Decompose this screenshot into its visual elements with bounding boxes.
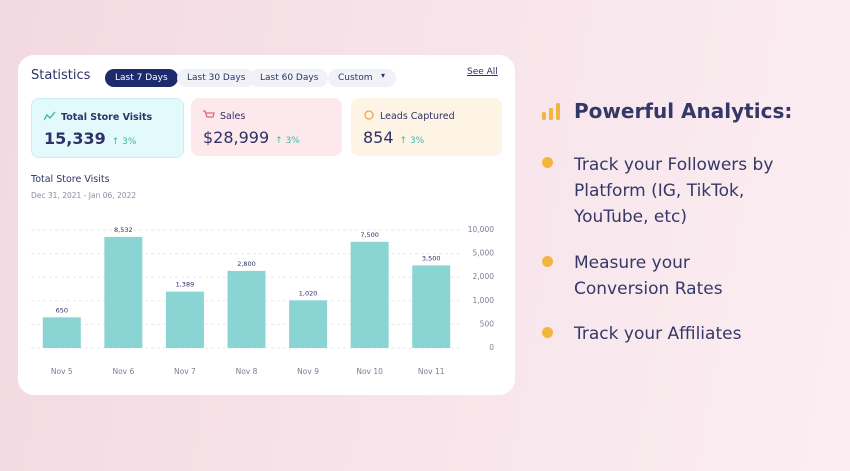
- data-label: 3,500: [422, 254, 441, 262]
- stat-change: ↑ 3%: [111, 137, 137, 147]
- tab[interactable]: Custom: [328, 69, 397, 87]
- stat-card: Total Store Visits 15,339 ↑ 3%: [31, 98, 184, 158]
- bullet: Measure your Conversion Rates: [574, 253, 723, 299]
- stat-value: 854 ↑ 3%: [363, 128, 424, 147]
- x-tick-label: Nov 7: [174, 367, 196, 376]
- features-title: Powerful Analytics:: [574, 99, 793, 123]
- y-tick-label: 10,000: [468, 225, 494, 234]
- bar: [104, 236, 143, 348]
- stat-change: ↑ 3%: [275, 136, 300, 146]
- tab[interactable]: Last 7 Days: [105, 69, 178, 87]
- bullet-dot: [542, 157, 553, 168]
- tab[interactable]: Last 30 Days: [177, 69, 256, 87]
- stat-label: Total Store Visits: [61, 112, 153, 123]
- data-label: 1,020: [299, 289, 318, 297]
- y-tick-label: 0: [489, 343, 494, 352]
- data-label: 2,800: [237, 260, 256, 268]
- stat-card: Sales $28,999 ↑ 3%: [191, 98, 342, 156]
- stat-card: Leads Captured 854 ↑ 3%: [351, 98, 502, 156]
- bar: [165, 291, 204, 348]
- stat-number: 854: [363, 128, 394, 147]
- bar: [227, 270, 266, 348]
- stat-label: Sales: [220, 111, 246, 122]
- stat-change: ↑ 3%: [399, 136, 425, 146]
- stat-number: $28,999: [203, 128, 270, 147]
- analytics-icon: [542, 103, 560, 120]
- data-label: 7,500: [360, 231, 379, 239]
- stat-number: 15,339: [44, 129, 106, 148]
- bullet-dot: [542, 256, 553, 267]
- x-tick-label: Nov 6: [112, 367, 134, 376]
- y-tick-label: 500: [480, 319, 495, 328]
- icon: [203, 110, 215, 118]
- see-all-link[interactable]: See All: [467, 67, 498, 77]
- icon: [44, 111, 56, 121]
- bullet: Track your Followers by Platform (IG, Ti…: [574, 155, 774, 227]
- x-tick-label: Nov 8: [236, 367, 258, 376]
- y-tick-label: 5,000: [473, 249, 495, 258]
- bullet: Track your Affiliates: [574, 324, 742, 344]
- y-tick-label: 1,000: [473, 296, 495, 305]
- chart-title: Total Store Visits: [31, 174, 110, 185]
- y-tick-label: 2,000: [473, 272, 495, 281]
- data-label: 1,389: [176, 281, 195, 289]
- x-tick-label: Nov 10: [356, 367, 383, 376]
- bullet-dot: [542, 327, 553, 338]
- x-tick-label: Nov 5: [51, 367, 73, 376]
- chart: 0 500 1,000 2,000 5,000 10,000 Nov 5 650 Nov 6 8,…: [31, 225, 495, 376]
- data-label: 650: [56, 306, 68, 314]
- stat-label: Leads Captured: [380, 111, 455, 122]
- tab[interactable]: Last 60 Days: [250, 69, 329, 87]
- stat-value: 15,339 ↑ 3%: [44, 129, 136, 148]
- x-tick-label: Nov 11: [418, 367, 445, 376]
- icon: [364, 110, 374, 120]
- bar: [412, 265, 451, 348]
- chart-subtitle: Dec 31, 2021 - Jan 06, 2022: [31, 191, 137, 200]
- x-tick-label: Nov 9: [297, 367, 319, 376]
- panel-title: Statistics: [31, 68, 91, 83]
- dropdown-icon: ▾: [381, 71, 386, 80]
- stat-value: $28,999 ↑ 3%: [203, 128, 300, 147]
- data-label: 8,532: [114, 226, 133, 234]
- bar: [350, 241, 389, 348]
- bar: [289, 300, 328, 348]
- bar: [42, 317, 81, 348]
